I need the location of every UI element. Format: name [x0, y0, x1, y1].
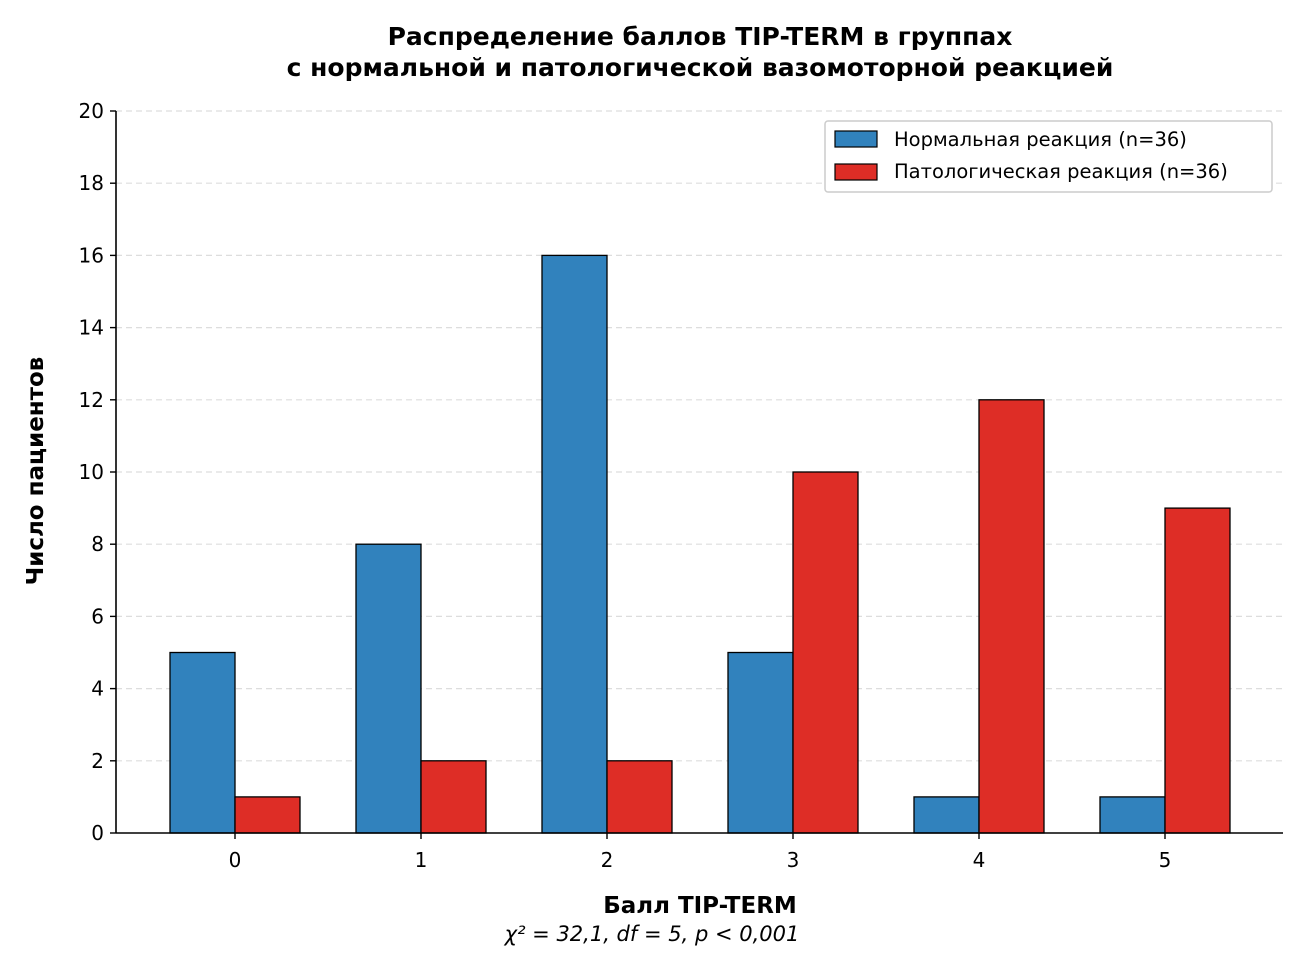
bar-pathologic-1: [420, 760, 487, 834]
legend-label-pathologic: Патологическая реакция (n=36): [894, 160, 1228, 183]
y-tick-label: 10: [79, 460, 104, 484]
x-tick-label: 2: [601, 848, 614, 872]
legend-swatch-normal: [834, 130, 878, 148]
bar-normal-0: [169, 651, 236, 834]
bar-normal-1: [355, 543, 422, 834]
bar-pathologic-0: [234, 796, 301, 834]
x-tick-label: 4: [973, 848, 986, 872]
y-tick-label: 0: [91, 821, 104, 845]
y-ticks: 0 2 4 6 8 10 12 14 16 18 20: [79, 99, 116, 845]
x-axis-label: Балл TIP-TERM: [603, 893, 797, 919]
x-tick-label: 0: [229, 848, 242, 872]
legend: Нормальная реакция (n=36) Патологическая…: [824, 120, 1273, 193]
bar-normal-5: [1099, 796, 1166, 834]
y-tick-label: 12: [79, 388, 104, 412]
x-ticks: 0 1 2 3 4 5: [229, 833, 1172, 872]
bar-normal-3: [727, 651, 794, 834]
y-tick-label: 20: [79, 99, 104, 123]
grid-lines: [116, 110, 1283, 762]
x-tick-label: 1: [415, 848, 428, 872]
chart-title-line1: Распределение баллов TIP-TERM в группах: [388, 22, 1013, 51]
y-tick-label: 14: [79, 316, 104, 340]
y-tick-label: 6: [91, 604, 104, 628]
y-tick-label: 2: [91, 749, 104, 773]
x-tick-label: 5: [1159, 848, 1172, 872]
legend-label-normal: Нормальная реакция (n=36): [894, 128, 1187, 151]
statistics-annotation: χ² = 32,1, df = 5, p < 0,001: [504, 922, 800, 946]
bar-pathologic-5: [1164, 507, 1231, 834]
y-tick-label: 8: [91, 532, 104, 556]
bar-normal-4: [913, 796, 980, 834]
bar-pathologic-4: [978, 399, 1045, 834]
x-tick-label: 3: [787, 848, 800, 872]
y-tick-label: 18: [79, 171, 104, 195]
legend-swatch-pathologic: [834, 163, 878, 181]
y-tick-label: 4: [91, 677, 104, 701]
bar-normal-2: [541, 254, 608, 834]
bar-pathologic-2: [606, 760, 673, 834]
legend-frame: [824, 120, 1273, 193]
y-tick-label: 16: [79, 243, 104, 267]
chart-title-line2: с нормальной и патологической вазомоторн…: [287, 53, 1114, 82]
y-axis-label: Число пациентов: [23, 357, 49, 586]
bar-pathologic-3: [792, 471, 859, 834]
